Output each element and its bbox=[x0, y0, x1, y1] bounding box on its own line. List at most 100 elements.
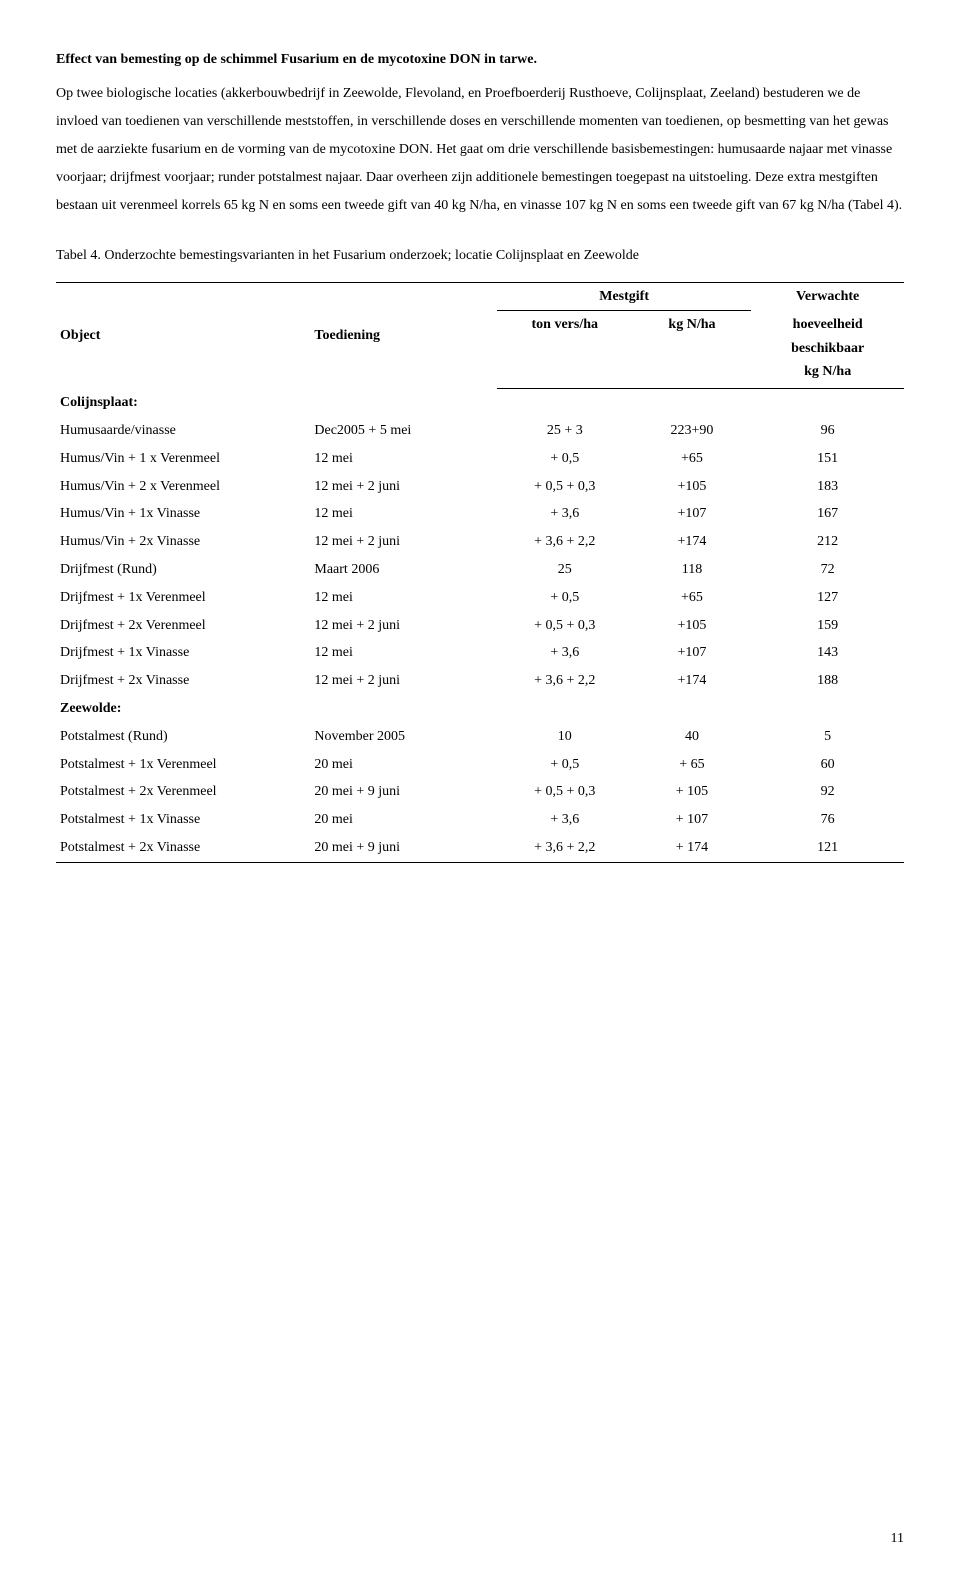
table-cell: Drijfmest + 2x Vinasse bbox=[56, 667, 310, 695]
table-cell: + 0,5 + 0,3 bbox=[497, 473, 633, 501]
table-cell: Dec2005 + 5 mei bbox=[310, 417, 497, 445]
table-cell: + 0,5 bbox=[497, 751, 633, 779]
table-caption: Tabel 4. Onderzochte bemestingsvarianten… bbox=[56, 244, 904, 268]
table-cell: + 3,6 bbox=[497, 806, 633, 834]
header-object: Object bbox=[56, 282, 310, 389]
table-cell: 76 bbox=[751, 806, 904, 834]
table-cell: November 2005 bbox=[310, 723, 497, 751]
table-cell: + 3,6 bbox=[497, 500, 633, 528]
table-cell: 143 bbox=[751, 639, 904, 667]
header-kgnha2: kg N/ha bbox=[804, 364, 851, 379]
table-row: Humus/Vin + 2x Vinasse12 mei + 2 juni+ 3… bbox=[56, 528, 904, 556]
table-cell: 72 bbox=[751, 556, 904, 584]
header-hoeveelheid: hoeveelheid bbox=[793, 317, 863, 332]
header-toediening: Toediening bbox=[310, 282, 497, 389]
table-cell: Humusaarde/vinasse bbox=[56, 417, 310, 445]
table-cell: + 174 bbox=[633, 834, 752, 862]
header-mestgift: Mestgift bbox=[497, 282, 751, 311]
header-kgnha: kg N/ha bbox=[633, 311, 752, 389]
table-row: Drijfmest (Rund)Maart 20062511872 bbox=[56, 556, 904, 584]
table-cell: + 0,5 + 0,3 bbox=[497, 612, 633, 640]
table-cell: 96 bbox=[751, 417, 904, 445]
table-cell: Drijfmest + 2x Verenmeel bbox=[56, 612, 310, 640]
table-section-row: Colijnsplaat: bbox=[56, 389, 904, 417]
table-cell: 20 mei + 9 juni bbox=[310, 834, 497, 862]
table-row: Potstalmest + 1x Vinasse20 mei+ 3,6+ 107… bbox=[56, 806, 904, 834]
table-cell: + 0,5 + 0,3 bbox=[497, 778, 633, 806]
table-cell: Drijfmest + 1x Vinasse bbox=[56, 639, 310, 667]
table-cell: Potstalmest (Rund) bbox=[56, 723, 310, 751]
header-verwachte-sub: hoeveelheid beschikbaar kg N/ha bbox=[751, 311, 904, 389]
table-cell: 212 bbox=[751, 528, 904, 556]
table-cell: + 0,5 bbox=[497, 445, 633, 473]
table-row: Drijfmest + 1x Vinasse12 mei+ 3,6+107143 bbox=[56, 639, 904, 667]
header-tonvers: ton vers/ha bbox=[497, 311, 633, 389]
table-row: Potstalmest + 2x Vinasse20 mei + 9 juni+… bbox=[56, 834, 904, 862]
table-cell: 60 bbox=[751, 751, 904, 779]
header-verwachte: Verwachte bbox=[751, 282, 904, 311]
table-row: Humus/Vin + 1x Vinasse12 mei+ 3,6+107167 bbox=[56, 500, 904, 528]
table-cell: 12 mei bbox=[310, 445, 497, 473]
table-cell: +65 bbox=[633, 445, 752, 473]
table-cell: + 3,6 bbox=[497, 639, 633, 667]
table-cell: Humus/Vin + 2 x Verenmeel bbox=[56, 473, 310, 501]
table-row: Potstalmest (Rund)November 200510405 bbox=[56, 723, 904, 751]
section-heading: Effect van bemesting op de schimmel Fusa… bbox=[56, 48, 904, 72]
page-number: 11 bbox=[891, 1527, 904, 1551]
table-cell: 10 bbox=[497, 723, 633, 751]
table-section-row: Zeewolde: bbox=[56, 695, 904, 723]
table-cell: Potstalmest + 2x Vinasse bbox=[56, 834, 310, 862]
table-cell: +107 bbox=[633, 639, 752, 667]
table-cell: 20 mei bbox=[310, 806, 497, 834]
table-cell: 151 bbox=[751, 445, 904, 473]
table-cell: 5 bbox=[751, 723, 904, 751]
table-cell: 167 bbox=[751, 500, 904, 528]
table-cell: + 0,5 bbox=[497, 584, 633, 612]
body-paragraph: Op twee biologische locaties (akkerbouwb… bbox=[56, 80, 904, 220]
table-row: Humus/Vin + 2 x Verenmeel12 mei + 2 juni… bbox=[56, 473, 904, 501]
table-cell: Potstalmest + 1x Vinasse bbox=[56, 806, 310, 834]
table-row: Potstalmest + 1x Verenmeel20 mei+ 0,5+ 6… bbox=[56, 751, 904, 779]
table-cell: 223+90 bbox=[633, 417, 752, 445]
table-cell: +105 bbox=[633, 473, 752, 501]
table-cell: 20 mei bbox=[310, 751, 497, 779]
table-cell: 183 bbox=[751, 473, 904, 501]
table-cell: 40 bbox=[633, 723, 752, 751]
table-cell: 12 mei + 2 juni bbox=[310, 667, 497, 695]
table-cell: 12 mei bbox=[310, 584, 497, 612]
table-cell: + 3,6 + 2,2 bbox=[497, 528, 633, 556]
section-label: Colijnsplaat: bbox=[56, 389, 904, 417]
table-cell: 12 mei + 2 juni bbox=[310, 528, 497, 556]
table-cell: 25 + 3 bbox=[497, 417, 633, 445]
table-cell: + 3,6 + 2,2 bbox=[497, 834, 633, 862]
table-cell: 12 mei bbox=[310, 500, 497, 528]
table-cell: Potstalmest + 1x Verenmeel bbox=[56, 751, 310, 779]
table-cell: 92 bbox=[751, 778, 904, 806]
table-cell: Maart 2006 bbox=[310, 556, 497, 584]
table-cell: 127 bbox=[751, 584, 904, 612]
table-cell: Potstalmest + 2x Verenmeel bbox=[56, 778, 310, 806]
table-cell: 12 mei bbox=[310, 639, 497, 667]
table-cell: +174 bbox=[633, 667, 752, 695]
table-row: Drijfmest + 2x Verenmeel12 mei + 2 juni+… bbox=[56, 612, 904, 640]
table-cell: 121 bbox=[751, 834, 904, 862]
table-cell: +65 bbox=[633, 584, 752, 612]
table-cell: 20 mei + 9 juni bbox=[310, 778, 497, 806]
table-cell: + 105 bbox=[633, 778, 752, 806]
table-cell: +105 bbox=[633, 612, 752, 640]
table-row: Potstalmest + 2x Verenmeel20 mei + 9 jun… bbox=[56, 778, 904, 806]
table-cell: + 107 bbox=[633, 806, 752, 834]
table-cell: 159 bbox=[751, 612, 904, 640]
table-cell: + 3,6 + 2,2 bbox=[497, 667, 633, 695]
table-cell: 12 mei + 2 juni bbox=[310, 473, 497, 501]
table-cell: + 65 bbox=[633, 751, 752, 779]
table-cell: 188 bbox=[751, 667, 904, 695]
table-cell: Humus/Vin + 2x Vinasse bbox=[56, 528, 310, 556]
table-cell: 25 bbox=[497, 556, 633, 584]
table-cell: +174 bbox=[633, 528, 752, 556]
table-cell: 12 mei + 2 juni bbox=[310, 612, 497, 640]
table-cell: Drijfmest (Rund) bbox=[56, 556, 310, 584]
table-cell: +107 bbox=[633, 500, 752, 528]
section-label: Zeewolde: bbox=[56, 695, 904, 723]
table-cell: 118 bbox=[633, 556, 752, 584]
